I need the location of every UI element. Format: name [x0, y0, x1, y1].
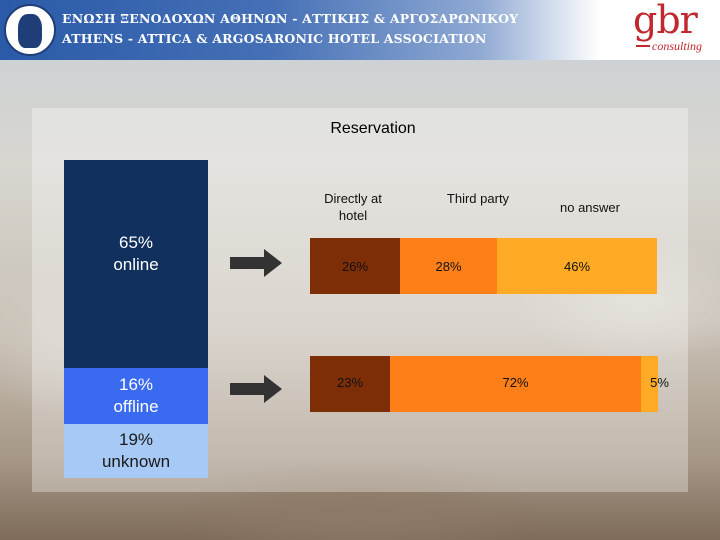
segment-online-pct: 65% — [118, 233, 154, 252]
bar-online-no-answer: 46% — [497, 238, 657, 294]
helmet-icon — [18, 14, 42, 48]
bar-offline-directly-at-hotel: 23% — [310, 356, 390, 412]
arrow-right-icon — [230, 375, 282, 403]
bar-value-label: 28% — [435, 258, 462, 274]
bar-online-directly-at-hotel: 26% — [310, 238, 400, 294]
segment-unknown-label: unknown — [101, 452, 171, 471]
bar-offline-third-party: 72% — [390, 356, 641, 412]
segment-offline: 16% offline — [64, 368, 208, 424]
header-banner: ΕΝΩΣΗ ΞΕΝΟΔΟΧΩΝ ΑΘΗΝΩΝ - ΑΤΤΙΚΗΣ & ΑΡΓΟΣ… — [0, 0, 720, 60]
bar-offline-no-answer: 5% — [641, 356, 669, 412]
legend-directly-at-hotel: Directly at hotel — [324, 191, 382, 223]
gbr-logo-line — [636, 45, 650, 47]
segment-unknown: 19% unknown — [64, 424, 208, 478]
segment-online-label: online — [113, 255, 159, 274]
bar-value-label: 26% — [341, 258, 369, 274]
association-logo — [4, 4, 56, 56]
chart-title: Reservation — [330, 120, 416, 137]
header-band — [0, 0, 600, 60]
legend-third-party: Third party — [446, 191, 510, 206]
association-name-english: ATHENS - ATTICA & ARGOSARONIC HOTEL ASSO… — [62, 31, 487, 46]
bar-value-label: 23% — [336, 375, 364, 390]
bar-value-label: 72% — [502, 375, 529, 390]
gbr-logo-subtitle: consulting — [652, 39, 702, 53]
gbr-logo: gbr — [633, 0, 698, 42]
legend-no-answer: no answer — [560, 200, 620, 215]
arrow-right-icon — [230, 249, 282, 277]
segment-unknown-pct: 19% — [118, 430, 154, 449]
segment-offline-label: offline — [113, 397, 159, 416]
bar-online-third-party: 28% — [400, 238, 497, 294]
segment-online: 65% online — [64, 160, 208, 368]
bar-value-label: 5% — [650, 375, 669, 390]
association-name-greek: ΕΝΩΣΗ ΞΕΝΟΔΟΧΩΝ ΑΘΗΝΩΝ - ΑΤΤΙΚΗΣ & ΑΡΓΟΣ… — [62, 11, 519, 26]
segment-offline-pct: 16% — [118, 375, 154, 394]
bar-value-label: 46% — [563, 258, 591, 274]
